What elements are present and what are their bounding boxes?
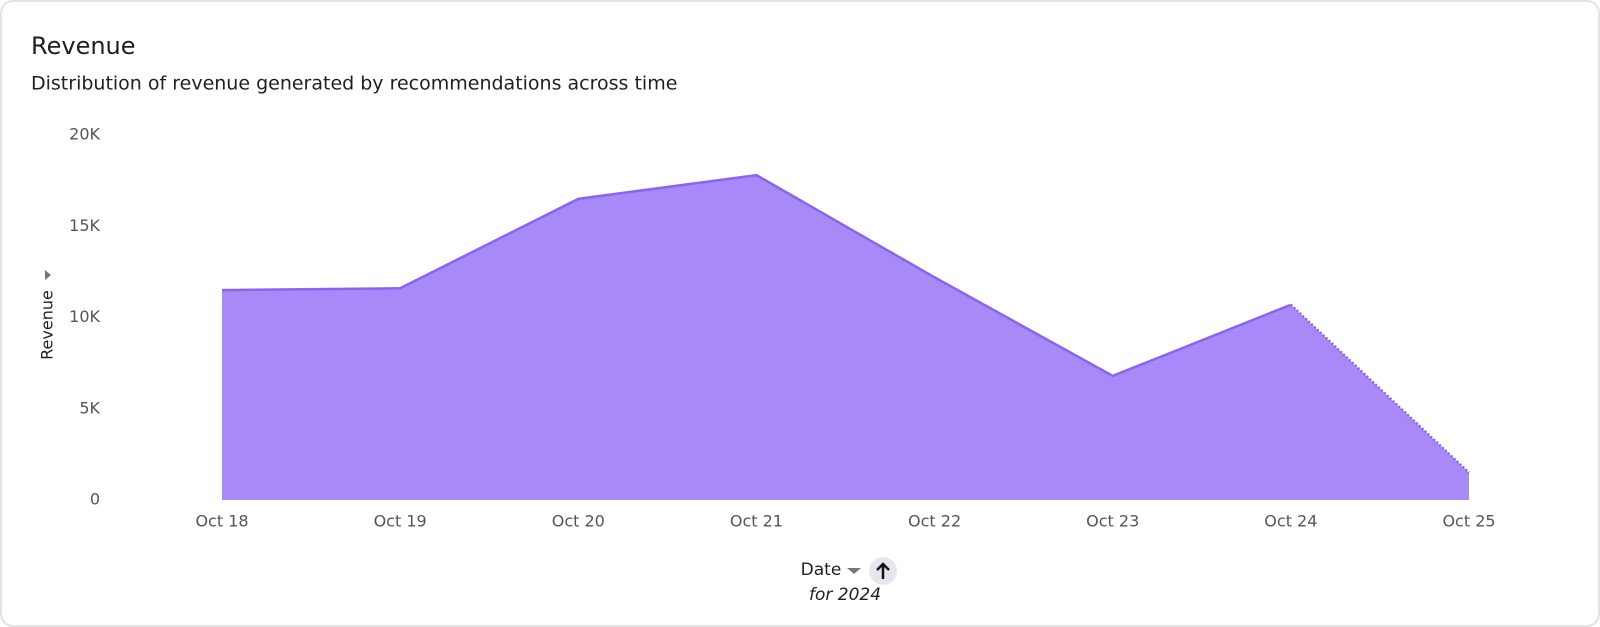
x-axis-title[interactable]: Date [801,560,842,580]
x-tick-label: Oct 19 [374,512,427,531]
y-tick-label: 15K [69,216,100,235]
x-tick-label: Oct 24 [1264,512,1317,531]
x-tick-label: Oct 25 [1442,512,1495,531]
area-line-partial [1289,303,1470,474]
y-tick-label: 5K [79,398,100,417]
x-tick-label: Oct 23 [1086,512,1139,531]
x-tick-label: Oct 20 [552,512,605,531]
y-tick-label: 20K [69,125,100,144]
x-axis-dropdown[interactable] [847,568,861,574]
x-tick-label: Oct 22 [908,512,961,531]
x-tick-label: Oct 18 [195,512,248,531]
x-tick-label: Oct 21 [730,512,783,531]
x-axis-note: for 2024 [809,585,881,605]
chart-subtitle: Distribution of revenue generated by rec… [31,73,677,95]
area [222,175,1469,500]
y-tick-label: 10K [69,307,100,326]
y-axis-toggle[interactable] [45,270,51,280]
y-tick-label: 0 [90,490,100,509]
chart-title: Revenue [31,32,136,60]
area-line [221,173,1292,378]
sort-arrow [876,562,890,579]
y-axis-title[interactable]: Revenue [38,290,57,360]
